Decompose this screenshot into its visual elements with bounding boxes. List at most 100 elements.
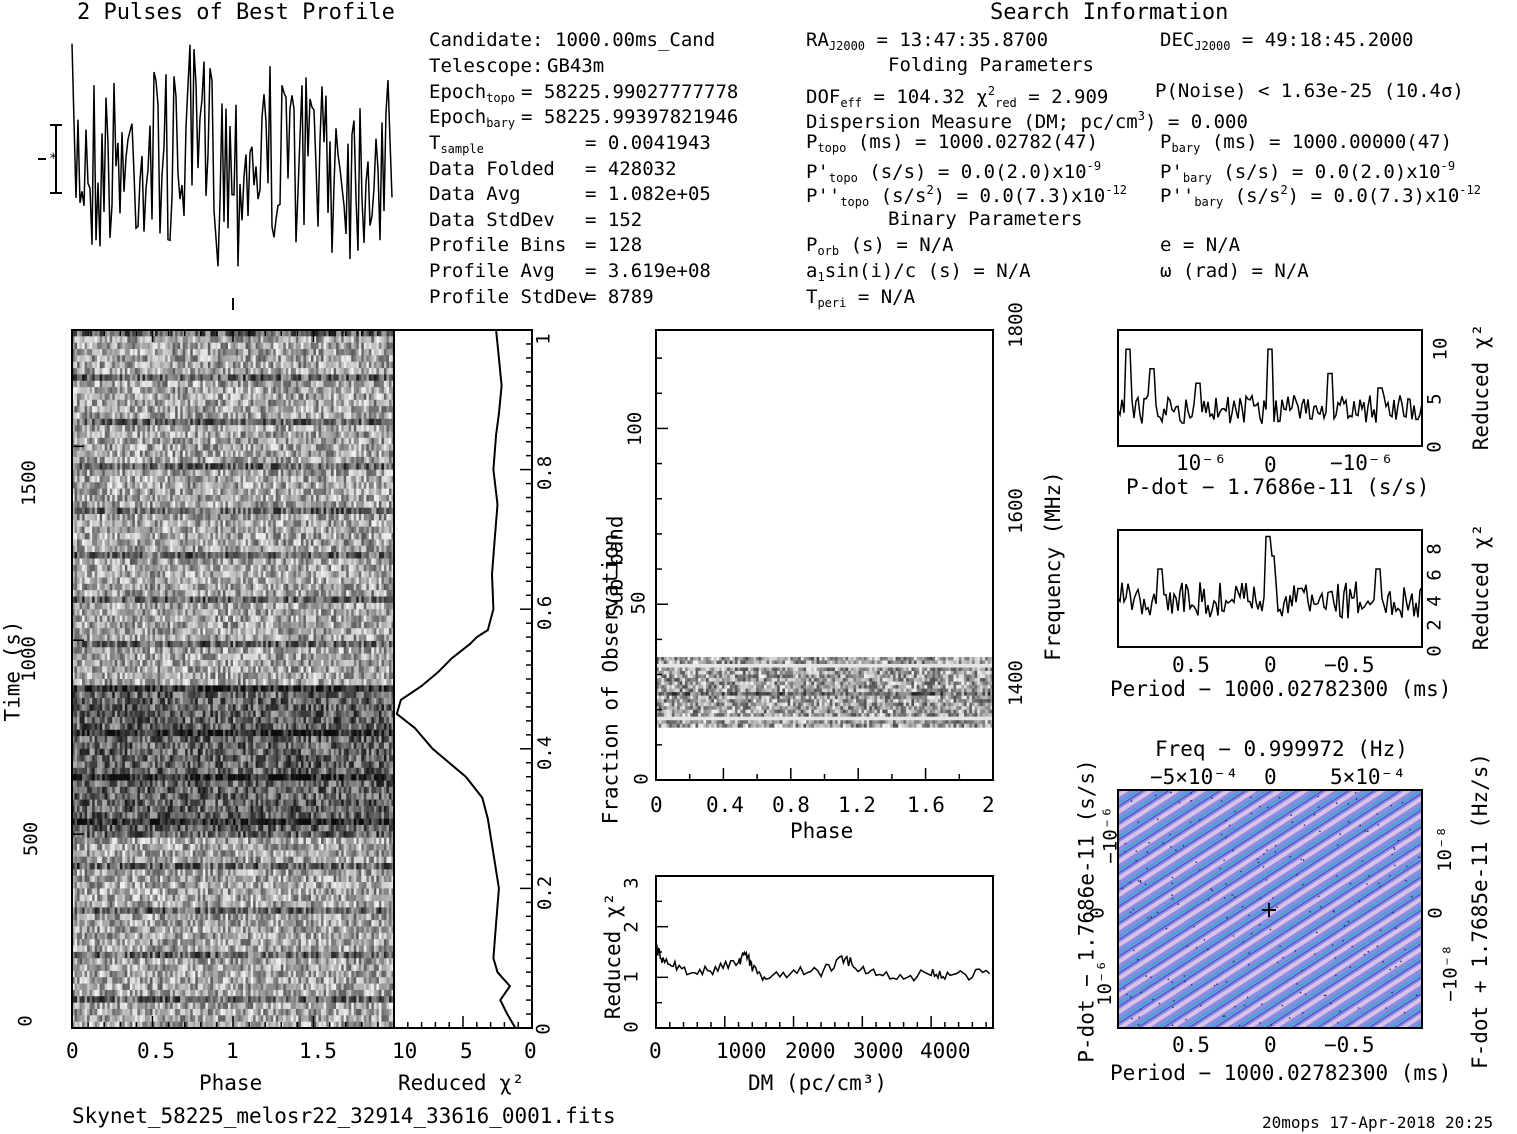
heatmap-cell <box>341 374 344 381</box>
heatmap-cell <box>246 330 249 337</box>
heatmap-cell <box>236 470 239 477</box>
heatmap-cell <box>273 470 276 477</box>
heatmap-cell <box>105 438 108 445</box>
heatmap-cell <box>230 457 233 464</box>
heatmap-cell <box>135 476 138 483</box>
heatmap-cell <box>188 400 191 407</box>
heatmap-cell <box>112 457 115 464</box>
heatmap-cell <box>336 425 339 432</box>
heatmap-cell <box>75 457 78 464</box>
heatmap-cell <box>298 476 301 483</box>
heatmap-cell <box>168 438 171 445</box>
heatmap-cell <box>132 457 135 464</box>
heatmap-cell <box>170 393 173 400</box>
heatmap-cell <box>326 432 329 439</box>
heatmap-cell <box>100 476 103 483</box>
heatmap-cell <box>296 362 299 369</box>
heatmap-cell <box>105 482 108 489</box>
heatmap-cell <box>319 374 322 381</box>
heatmap-cell <box>127 438 130 445</box>
heatmap-cell <box>344 470 347 477</box>
heatmap-cell <box>311 374 314 381</box>
heatmap-cell <box>183 362 186 369</box>
heatmap-cell <box>82 425 85 432</box>
heatmap-cell <box>339 336 342 343</box>
heatmap-cell <box>253 362 256 369</box>
heatmap-cell <box>356 476 359 483</box>
heatmap-cell <box>354 406 357 413</box>
heatmap-cell <box>122 343 125 350</box>
heatmap-cell <box>331 336 334 343</box>
heatmap-cell <box>386 343 389 350</box>
heatmap-cell <box>286 349 289 356</box>
heatmap-cell <box>326 393 329 400</box>
heatmap-cell <box>223 387 226 394</box>
heatmap-cell <box>160 343 163 350</box>
heatmap-cell <box>125 406 128 413</box>
heatmap-cell <box>210 330 213 337</box>
heatmap-cell <box>230 387 233 394</box>
heatmap-cell <box>200 438 203 445</box>
heatmap-cell <box>268 457 271 464</box>
heatmap-cell <box>341 470 344 477</box>
heatmap-cell <box>173 343 176 350</box>
heatmap-cell <box>281 393 284 400</box>
heatmap-cell <box>100 330 103 337</box>
heatmap-cell <box>80 451 83 458</box>
heatmap-cell <box>97 349 100 356</box>
heatmap-cell <box>228 444 231 451</box>
heatmap-cell <box>125 387 128 394</box>
heatmap-cell <box>150 362 153 369</box>
heatmap-cell <box>311 425 314 432</box>
heatmap-cell <box>296 374 299 381</box>
heatmap-cell <box>95 362 98 369</box>
heatmap-cell <box>334 374 337 381</box>
heatmap-cell <box>281 412 284 419</box>
heatmap-cell <box>364 432 367 439</box>
heatmap-cell <box>241 387 244 394</box>
heatmap-cell <box>117 374 120 381</box>
heatmap-cell <box>90 393 93 400</box>
heatmap-cell <box>132 476 135 483</box>
heatmap-cell <box>178 393 181 400</box>
heatmap-cell <box>178 470 181 477</box>
heatmap-cell <box>203 476 206 483</box>
heatmap-cell <box>374 400 377 407</box>
heatmap-cell <box>334 476 337 483</box>
heatmap-cell <box>321 457 324 464</box>
heatmap-cell <box>233 355 236 362</box>
heatmap-cell <box>183 425 186 432</box>
heatmap-cell <box>175 330 178 337</box>
heatmap-cell <box>137 343 140 350</box>
heatmap-cell <box>329 451 332 458</box>
heatmap-cell <box>205 381 208 388</box>
heatmap-cell <box>215 476 218 483</box>
heatmap-cell <box>331 393 334 400</box>
heatmap-cell <box>293 438 296 445</box>
heatmap-cell <box>105 432 108 439</box>
heatmap-cell <box>339 330 342 337</box>
heatmap-cell <box>82 368 85 375</box>
heatmap-cell <box>85 355 88 362</box>
heatmap-cell <box>319 444 322 451</box>
heatmap-cell <box>203 444 206 451</box>
heatmap-cell <box>92 438 95 445</box>
heatmap-cell <box>326 419 329 426</box>
heatmap-cell <box>253 470 256 477</box>
heatmap-cell <box>137 419 140 426</box>
heatmap-cell <box>364 349 367 356</box>
heatmap-cell <box>296 355 299 362</box>
heatmap-cell <box>326 444 329 451</box>
heatmap-cell <box>75 482 78 489</box>
heatmap-cell <box>137 336 140 343</box>
heatmap-cell <box>283 349 286 356</box>
heatmap-cell <box>80 438 83 445</box>
heatmap-cell <box>163 444 166 451</box>
heatmap-cell <box>92 374 95 381</box>
heatmap-cell <box>170 349 173 356</box>
heatmap-cell <box>331 444 334 451</box>
heatmap-cell <box>268 343 271 350</box>
heatmap-cell <box>110 349 113 356</box>
heatmap-cell <box>364 330 367 337</box>
heatmap-cell <box>346 362 349 369</box>
